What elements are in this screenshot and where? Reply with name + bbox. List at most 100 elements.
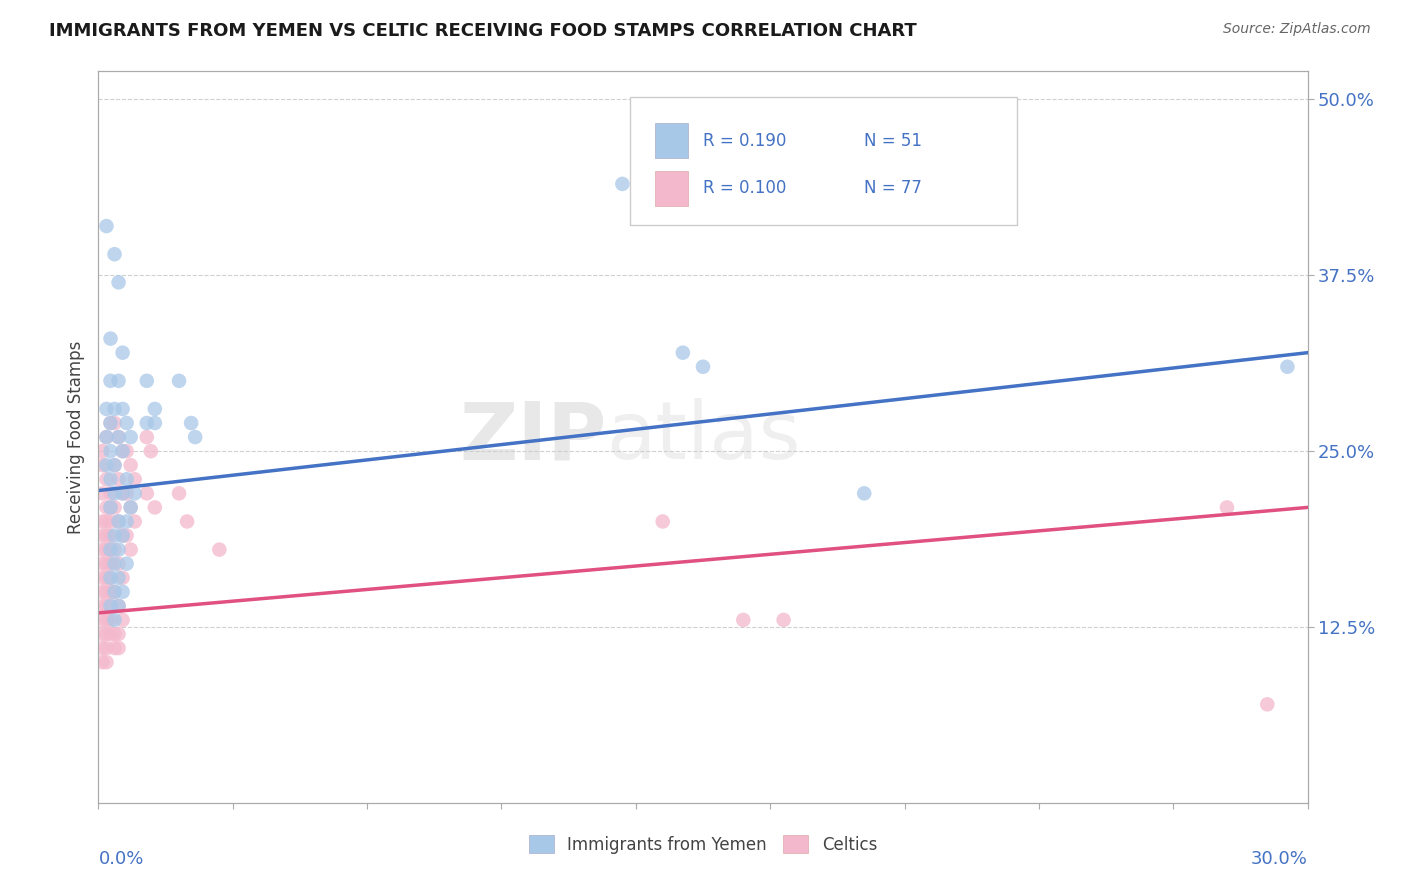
- Point: [100, 542, 122, 557]
- Point: [111, 444, 134, 458]
- Point: [96, 613, 118, 627]
- Point: [103, 584, 125, 599]
- Point: [651, 515, 673, 529]
- Text: Source: ZipAtlas.com: Source: ZipAtlas.com: [1223, 22, 1371, 37]
- Point: [100, 557, 122, 571]
- Point: [100, 500, 122, 515]
- Point: [115, 515, 138, 529]
- Point: [107, 430, 129, 444]
- Point: [107, 599, 129, 613]
- Point: [135, 374, 157, 388]
- Bar: [655, 123, 689, 159]
- Text: atlas: atlas: [606, 398, 800, 476]
- Point: [115, 444, 138, 458]
- Point: [91, 458, 114, 473]
- Point: [115, 557, 138, 571]
- Point: [167, 374, 190, 388]
- Point: [107, 599, 129, 613]
- Point: [111, 571, 134, 585]
- Y-axis label: Receiving Food Stamps: Receiving Food Stamps: [66, 341, 84, 533]
- Point: [96, 401, 118, 416]
- Point: [103, 247, 125, 261]
- Point: [91, 542, 114, 557]
- Point: [96, 458, 118, 473]
- Point: [111, 613, 134, 627]
- Point: [91, 557, 114, 571]
- Point: [124, 472, 146, 486]
- Text: ZIP: ZIP: [458, 398, 606, 476]
- Point: [96, 584, 118, 599]
- Point: [107, 641, 129, 656]
- Point: [184, 430, 207, 444]
- Point: [100, 486, 122, 500]
- Point: [1256, 698, 1278, 712]
- Text: R = 0.190: R = 0.190: [703, 132, 786, 150]
- Point: [100, 332, 122, 346]
- Point: [853, 486, 876, 500]
- Bar: [655, 171, 689, 206]
- Point: [91, 486, 114, 500]
- Point: [103, 500, 125, 515]
- Point: [115, 416, 138, 430]
- Point: [115, 486, 138, 500]
- Point: [91, 571, 114, 585]
- Point: [176, 515, 198, 529]
- Point: [100, 599, 122, 613]
- Point: [103, 613, 125, 627]
- Point: [96, 472, 118, 486]
- Point: [96, 430, 118, 444]
- Point: [96, 542, 118, 557]
- Point: [100, 374, 122, 388]
- Point: [124, 486, 146, 500]
- Point: [692, 359, 714, 374]
- Point: [91, 641, 114, 656]
- Point: [91, 515, 114, 529]
- Point: [100, 571, 122, 585]
- Point: [111, 345, 134, 359]
- Point: [672, 345, 695, 359]
- Point: [103, 557, 125, 571]
- Point: [96, 571, 118, 585]
- Point: [103, 528, 125, 542]
- Point: [107, 276, 129, 290]
- Point: [91, 627, 114, 641]
- Point: [91, 599, 114, 613]
- Text: IMMIGRANTS FROM YEMEN VS CELTIC RECEIVING FOOD STAMPS CORRELATION CHART: IMMIGRANTS FROM YEMEN VS CELTIC RECEIVIN…: [49, 22, 917, 40]
- Point: [135, 430, 157, 444]
- Text: R = 0.100: R = 0.100: [703, 179, 786, 197]
- Point: [100, 416, 122, 430]
- Legend: Immigrants from Yemen, Celtics: Immigrants from Yemen, Celtics: [522, 829, 884, 860]
- Point: [100, 542, 122, 557]
- Point: [111, 528, 134, 542]
- Point: [91, 528, 114, 542]
- Point: [115, 472, 138, 486]
- Point: [100, 515, 122, 529]
- Point: [96, 500, 118, 515]
- Point: [111, 486, 134, 500]
- FancyBboxPatch shape: [630, 97, 1018, 225]
- Point: [612, 177, 634, 191]
- Text: N = 77: N = 77: [863, 179, 922, 197]
- Point: [103, 416, 125, 430]
- Point: [111, 444, 134, 458]
- Point: [120, 458, 142, 473]
- Point: [107, 557, 129, 571]
- Point: [107, 472, 129, 486]
- Point: [100, 627, 122, 641]
- Point: [135, 416, 157, 430]
- Point: [103, 458, 125, 473]
- Point: [91, 613, 114, 627]
- Point: [733, 613, 755, 627]
- Point: [139, 444, 162, 458]
- Point: [100, 528, 122, 542]
- Point: [103, 627, 125, 641]
- Point: [107, 430, 129, 444]
- Point: [120, 542, 142, 557]
- Point: [103, 641, 125, 656]
- Point: [143, 416, 166, 430]
- Point: [100, 571, 122, 585]
- Point: [167, 486, 190, 500]
- Point: [111, 528, 134, 542]
- Point: [772, 613, 794, 627]
- Point: [1216, 500, 1239, 515]
